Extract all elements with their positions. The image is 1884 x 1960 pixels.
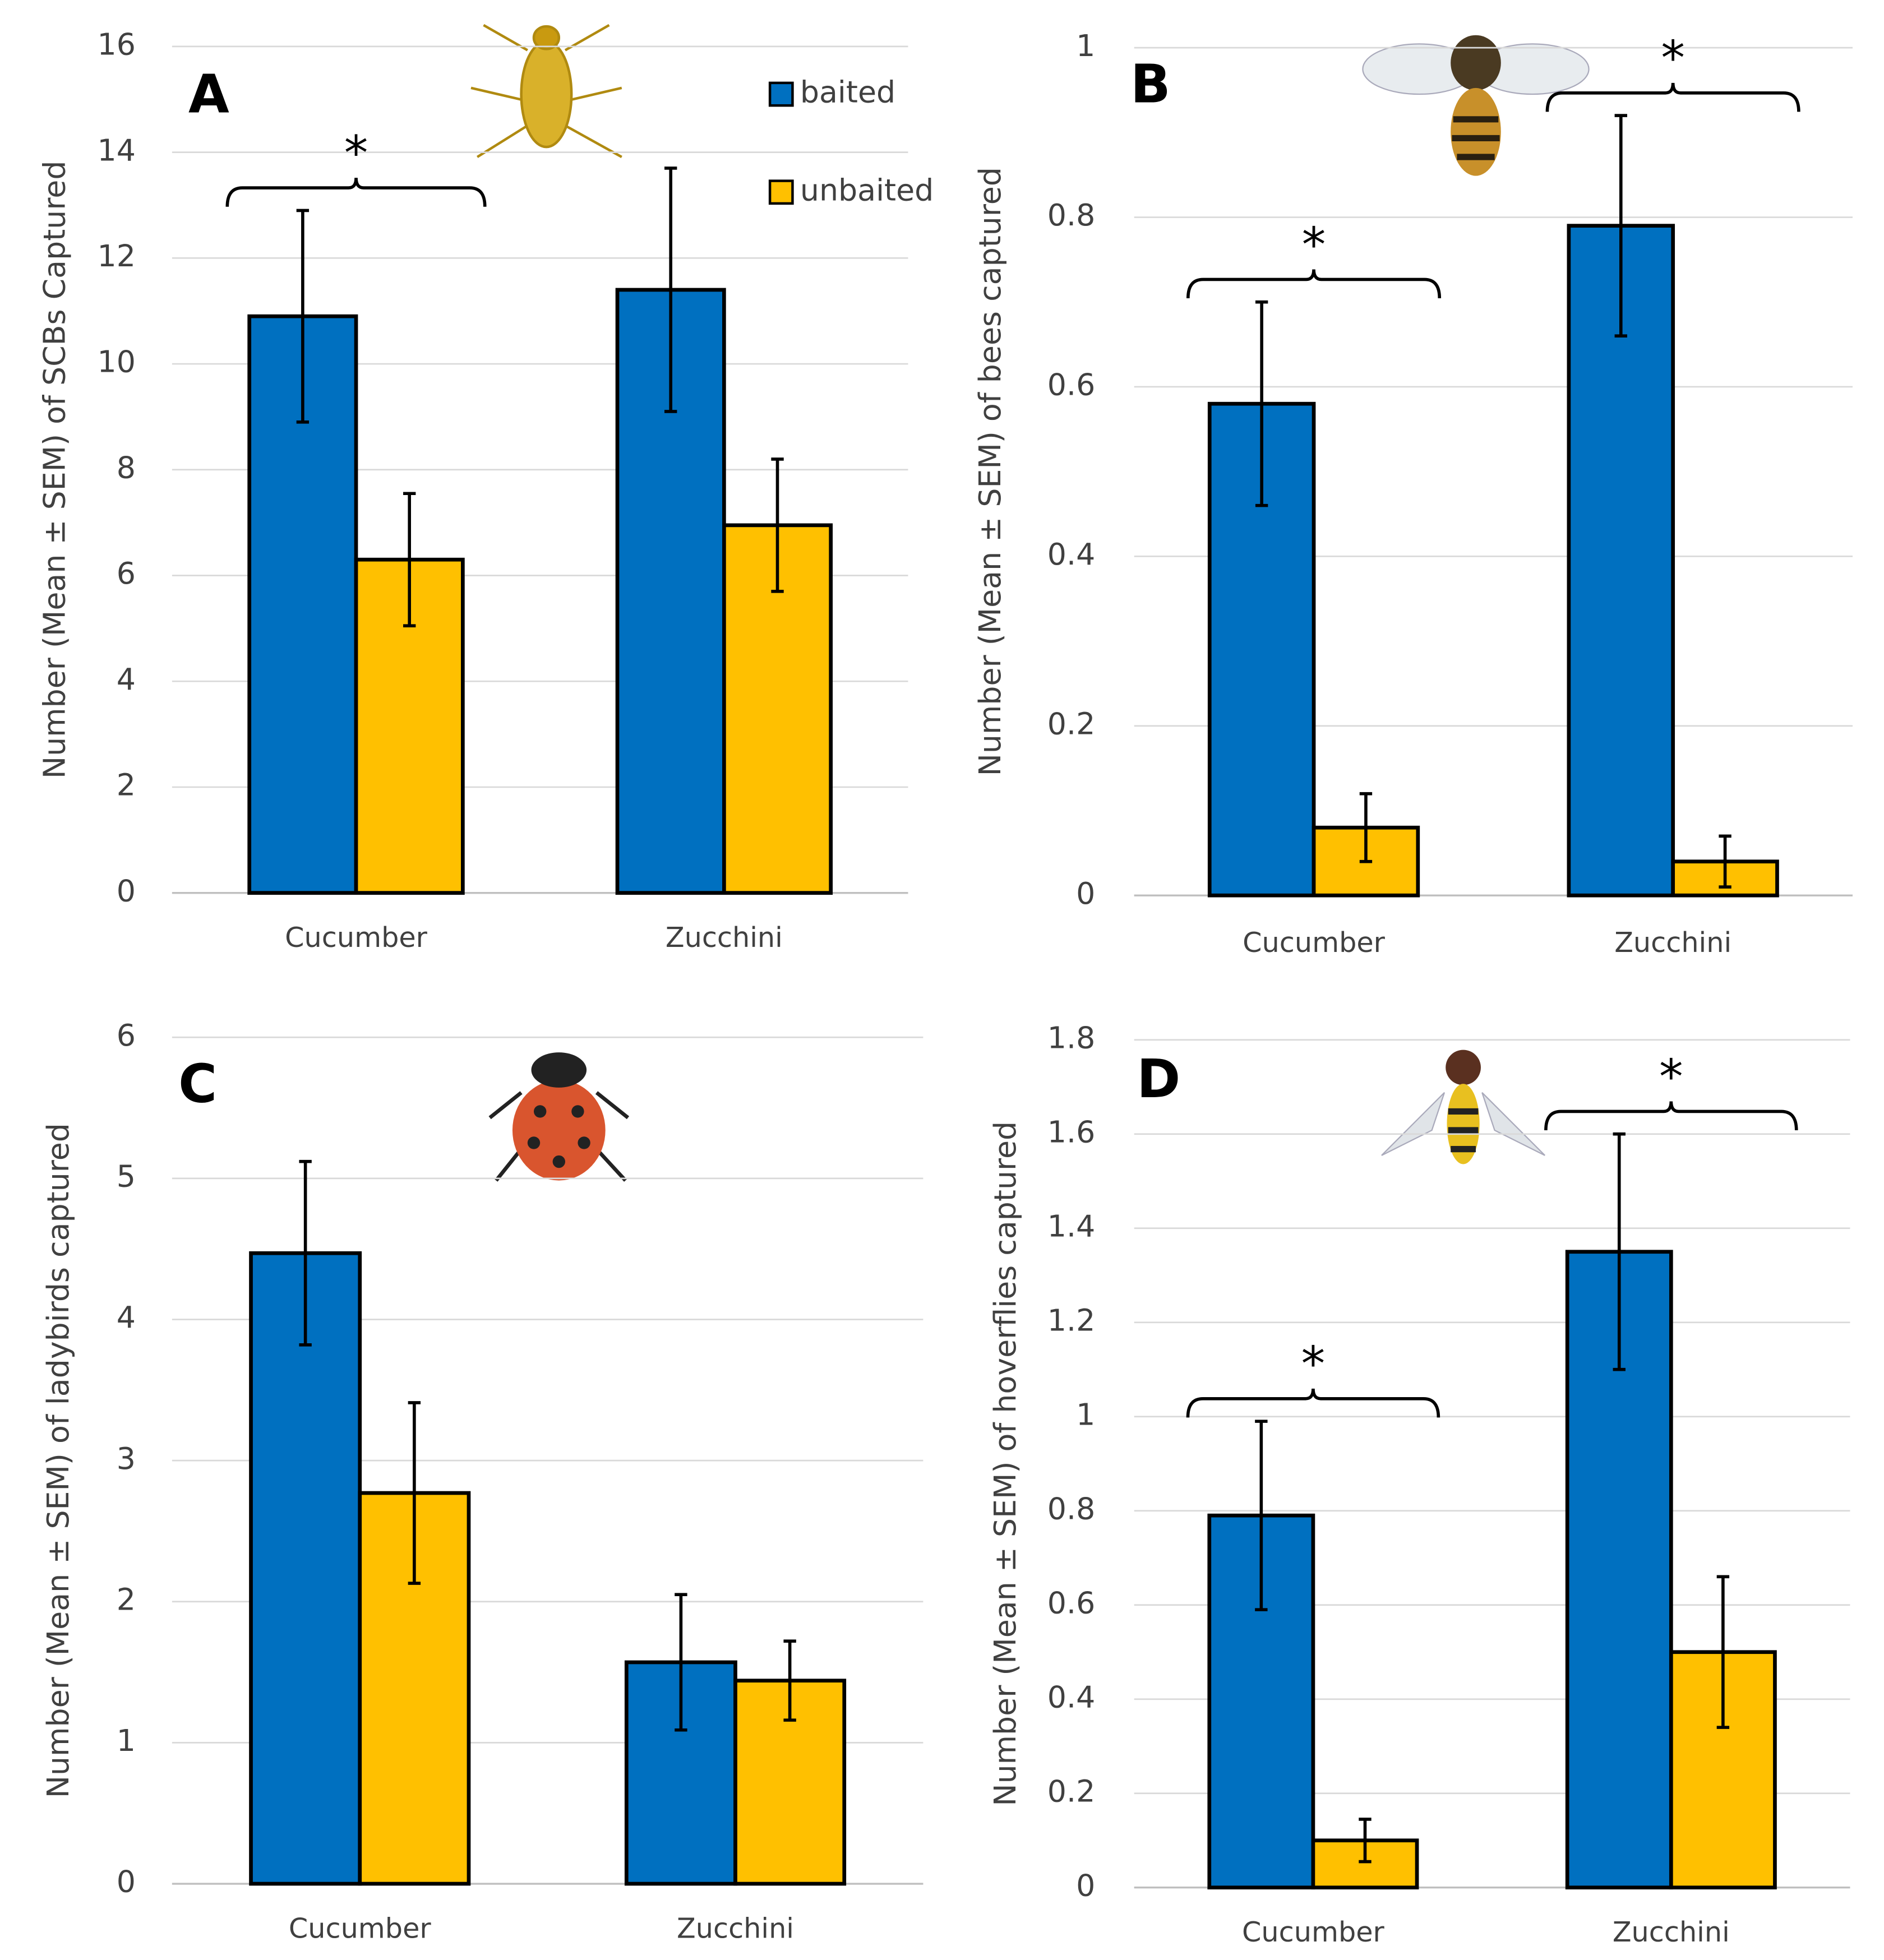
y-tick-label: 16 — [98, 27, 136, 62]
y-tick-label: 0 — [1076, 1867, 1095, 1903]
error-bar — [783, 1639, 796, 1722]
legend-swatch — [768, 81, 794, 107]
hoverfly-icon — [1381, 1050, 1545, 1164]
significance-mark: * — [1659, 1050, 1683, 1105]
y-tick-label: 2 — [117, 1582, 136, 1617]
y-tick-label: 0 — [117, 873, 136, 908]
y-tick-label: 4 — [117, 1300, 136, 1335]
y-tick-label: 0.8 — [1047, 197, 1095, 233]
y-tick-label: 0 — [117, 1864, 136, 1899]
error-bar — [408, 1401, 421, 1585]
x-tick-label: Zucchini — [677, 1912, 794, 1944]
significance-mark: * — [1301, 1337, 1326, 1392]
panel-label: C — [178, 1054, 217, 1115]
error-bar — [1255, 300, 1268, 507]
legend-swatch — [768, 179, 794, 205]
significance-bracket — [1186, 1388, 1440, 1418]
y-tick-label: 6 — [117, 556, 136, 591]
x-tick-label: Cucumber — [1243, 926, 1386, 959]
error-bar — [403, 492, 416, 627]
bee-icon — [1362, 35, 1590, 176]
y-axis-label: Number (Mean ± SEM) of ladybirds capture… — [40, 1123, 76, 1798]
y-tick-label: 5 — [117, 1159, 136, 1194]
y-tick-label: 0.2 — [1047, 706, 1095, 741]
error-bar — [1613, 1132, 1626, 1371]
x-tick-label: Zucchini — [1614, 926, 1731, 959]
x-tick-label: Cucumber — [285, 921, 428, 954]
y-tick-label: 4 — [117, 662, 136, 697]
error-bar — [1359, 792, 1373, 863]
y-tick-label: 6 — [117, 1018, 136, 1053]
x-tick-label: Zucchini — [666, 921, 783, 954]
y-tick-label: 0.8 — [1047, 1491, 1095, 1526]
significance-bracket — [1186, 269, 1442, 299]
y-tick-label: 1.6 — [1047, 1114, 1095, 1149]
error-bar — [1614, 114, 1627, 338]
y-tick-label: 3 — [117, 1441, 136, 1476]
y-tick-label: 8 — [117, 450, 136, 485]
significance-mark: * — [1661, 31, 1685, 86]
legend-label: baited — [800, 75, 895, 110]
y-tick-label: 0.6 — [1047, 367, 1095, 403]
insect-icons — [470, 24, 1590, 1182]
x-tick-label: Cucumber — [289, 1912, 432, 1944]
y-tick-label: 0.6 — [1047, 1585, 1095, 1620]
panel-label: D — [1137, 1049, 1180, 1110]
error-bar — [664, 167, 677, 413]
y-tick-label: 1.2 — [1047, 1302, 1095, 1338]
error-bar — [1359, 1818, 1372, 1864]
error-bar — [299, 1159, 312, 1347]
significance-mark: * — [344, 126, 368, 182]
y-tick-label: 10 — [98, 344, 136, 380]
significance-bracket — [1544, 1101, 1798, 1131]
error-bar — [1255, 1420, 1268, 1611]
panel-label: B — [1130, 54, 1171, 115]
y-tick-label: 14 — [98, 132, 136, 168]
significance-mark: * — [1302, 218, 1326, 273]
y-tick-label: 2 — [117, 768, 136, 803]
y-axis-label: Number (Mean ± SEM) of bees captured — [972, 167, 1008, 776]
ladybird-icon — [488, 1052, 630, 1182]
significance-bracket — [1545, 82, 1800, 112]
y-tick-label: 0.4 — [1047, 537, 1095, 572]
error-bar — [296, 209, 310, 424]
bar — [1669, 1650, 1777, 1890]
x-tick-label: Cucumber — [1242, 1916, 1385, 1948]
significance-bracket — [225, 178, 487, 207]
y-tick-label: 1 — [117, 1723, 136, 1758]
x-tick-label: Zucchini — [1613, 1916, 1730, 1948]
y-tick-label: 12 — [98, 238, 136, 274]
y-tick-label: 1 — [1076, 1397, 1095, 1432]
beetle-icon — [470, 24, 622, 158]
error-bar — [771, 457, 784, 593]
error-bar — [675, 1593, 687, 1732]
y-tick-label: 1.4 — [1047, 1208, 1095, 1244]
y-axis-label: Number (Mean ± SEM) of hoverflies captur… — [987, 1121, 1023, 1806]
legend-label: unbaited — [800, 172, 934, 207]
error-bar — [1719, 834, 1731, 889]
y-tick-label: 0.4 — [1047, 1679, 1095, 1714]
y-tick-label: 1.8 — [1047, 1020, 1095, 1055]
y-tick-label: 0.2 — [1047, 1773, 1095, 1809]
y-tick-label: 1 — [1076, 28, 1095, 63]
bar — [249, 1251, 362, 1886]
error-bar — [1716, 1575, 1730, 1729]
y-tick-label: 0 — [1076, 876, 1095, 911]
panel-label: A — [188, 64, 229, 126]
y-axis-label: Number (Mean ± SEM) of SCBs Captured — [36, 161, 72, 779]
